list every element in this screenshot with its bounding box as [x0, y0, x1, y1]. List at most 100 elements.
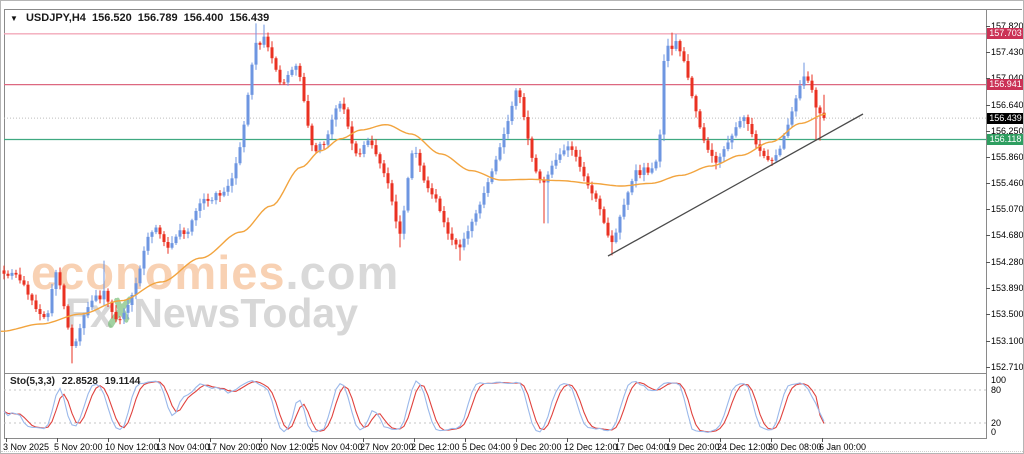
indicator-k-value: 22.8528: [61, 376, 98, 387]
panel-border-left: [4, 9, 5, 439]
price-tick-mark: [986, 130, 990, 132]
candle-body: [242, 124, 246, 148]
candle-body: [78, 328, 82, 342]
candle-body: [234, 163, 238, 179]
candle-body: [54, 272, 58, 290]
candle-body: [414, 152, 418, 154]
price-tick-mark: [986, 209, 990, 211]
candle-body: [590, 185, 594, 194]
candle-body: [390, 183, 394, 202]
chart-title: ▼ USDJPY,H4 156.520 156.789 156.400 156.…: [10, 12, 272, 24]
candle-body: [270, 47, 274, 59]
time-tick-label: 6 Jan 00:00: [819, 442, 867, 452]
time-tick-mark: [414, 438, 415, 442]
price-tick-label: 153.100: [991, 335, 1024, 346]
candle-body: [58, 272, 62, 286]
candle-body: [726, 142, 730, 150]
candle-body: [806, 76, 810, 81]
candle-body: [506, 121, 510, 134]
candle-body: [322, 143, 326, 145]
ascending-trendline[interactable]: [607, 113, 864, 257]
candle-body: [630, 181, 634, 193]
candle-body: [186, 231, 190, 234]
candle-body: [466, 231, 470, 239]
candle-body: [490, 171, 494, 183]
price-tick-mark: [986, 340, 990, 342]
time-tick-label: 19 Dec 20:00: [666, 442, 720, 452]
candle-body: [46, 313, 50, 318]
time-tick-mark: [465, 438, 466, 442]
candle-body: [422, 165, 426, 181]
candle-body: [754, 134, 758, 145]
candle-body: [686, 61, 690, 78]
time-tick-mark: [159, 438, 160, 442]
price-tick-mark: [986, 235, 990, 237]
candle-body: [162, 234, 166, 243]
candle-body: [426, 180, 430, 189]
candle-body: [634, 170, 638, 182]
candle-body: [742, 117, 746, 122]
price-tick-label: 155.860: [991, 151, 1024, 162]
candle-body: [498, 147, 502, 160]
moving-average-line: [1, 113, 827, 332]
candle-body: [94, 295, 98, 301]
candle-body: [202, 198, 206, 204]
candle-body: [138, 268, 142, 284]
candle-body: [682, 51, 686, 62]
candle-body: [762, 150, 766, 157]
candle-body: [654, 161, 658, 169]
candle-body: [798, 85, 802, 99]
candle-body: [534, 157, 538, 172]
time-tick-label: 9 Dec 20:00: [513, 442, 562, 452]
candle-body: [562, 150, 566, 155]
candle-body: [802, 76, 806, 86]
candle-body: [118, 319, 122, 321]
candle-body: [538, 171, 542, 180]
price-tick-label: 155.070: [991, 204, 1024, 215]
candle-body: [674, 41, 678, 49]
time-tick-mark: [6, 438, 7, 442]
candle-body: [558, 154, 562, 160]
candle-body: [282, 82, 286, 84]
candle-body: [750, 123, 754, 135]
candle-body: [510, 105, 514, 122]
time-tick-mark: [312, 438, 313, 442]
candle-body: [310, 125, 314, 146]
price-tick-mark: [986, 78, 990, 79]
quote-low: 156.400: [183, 12, 224, 24]
price-tick-mark: [986, 26, 990, 27]
candle-body: [366, 140, 370, 145]
time-tick-label: 27 Nov 20:00: [360, 442, 414, 452]
candle-body: [734, 127, 738, 136]
candle-body: [306, 101, 310, 126]
candle-body: [814, 89, 818, 108]
candle-body: [26, 284, 30, 295]
candle-body: [622, 204, 626, 217]
candle-body: [738, 121, 742, 128]
price-tick-mark: [986, 314, 990, 315]
time-tick-mark: [210, 438, 211, 442]
chevron-down-icon[interactable]: ▼: [10, 14, 18, 23]
candle-body: [394, 201, 398, 222]
candle-body: [602, 209, 606, 223]
candle-body: [182, 230, 186, 234]
candle-body: [126, 304, 130, 313]
indicator-panel-separator[interactable]: [4, 373, 987, 374]
candle-body: [646, 167, 650, 173]
time-tick-mark: [822, 438, 823, 442]
price-tick-label: 152.710: [991, 361, 1024, 372]
candle-body: [106, 290, 110, 302]
candle-body: [114, 311, 118, 320]
candle-body: [530, 138, 534, 158]
time-tick-label: 17 Dec 04:00: [615, 442, 669, 452]
time-tick-mark: [108, 438, 109, 442]
time-tick-mark: [720, 438, 721, 442]
candle-body: [362, 144, 366, 154]
candle-body: [250, 64, 254, 95]
candle-body: [146, 236, 150, 251]
window-bottom-edge: [1, 451, 1023, 452]
candle-body: [446, 222, 450, 234]
candle-body: [554, 159, 558, 166]
candle-body: [74, 341, 78, 347]
